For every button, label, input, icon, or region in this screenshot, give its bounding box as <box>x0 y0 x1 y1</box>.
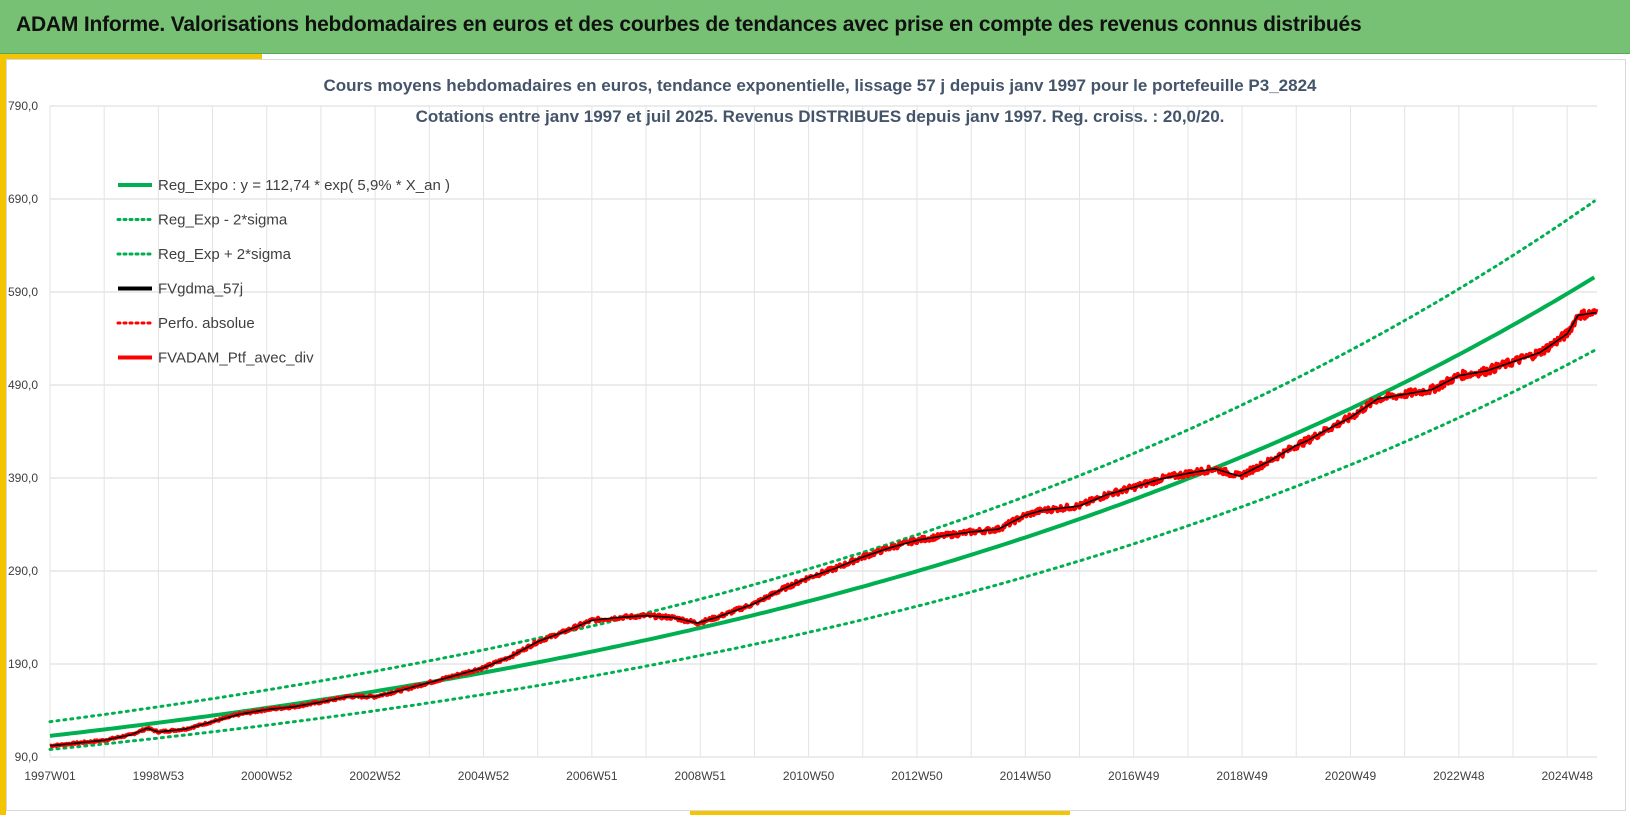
accent-bar-top <box>0 54 262 59</box>
series-smoothed-line <box>49 311 1597 747</box>
y-tick-label: 90,0 <box>15 750 39 764</box>
chart-title-line-2: Cotations entre janv 1997 et juil 2025. … <box>416 107 1225 126</box>
x-tick-label: 2002W52 <box>349 769 401 783</box>
y-tick-label: 290,0 <box>8 564 38 578</box>
legend-label: FVADAM_Ptf_avec_div <box>158 350 314 367</box>
legend-label: Reg_Exp - 2*sigma <box>158 212 288 229</box>
y-tick-label: 690,0 <box>8 192 38 206</box>
x-tick-label: 2016W49 <box>1108 769 1160 783</box>
series-regression-line <box>49 275 1596 738</box>
series-lower-band-line <box>48 349 1596 751</box>
x-tick-label: 2008W51 <box>675 769 727 783</box>
x-tick-label: 1998W53 <box>133 769 185 783</box>
y-tick-label: 390,0 <box>8 471 38 485</box>
x-axis-ticks: 1997W01 1998W53 2000W52 2002W52 2004W52 2006W… <box>24 769 1593 783</box>
x-tick-label: 2014W50 <box>1000 769 1052 783</box>
accent-bar-bottom <box>690 810 1070 815</box>
y-axis-ticks: 90,0 190,0 290,0 390,0 490,0 590,0 690,0 790,0 <box>8 99 38 764</box>
y-tick-label: 590,0 <box>8 285 38 299</box>
grid-lines <box>49 105 1597 758</box>
legend: Reg_Expo : y = 112,74 * exp( 5,9% * X_an… <box>116 177 450 367</box>
x-tick-label: 2006W51 <box>566 769 618 783</box>
series-layer <box>48 199 1599 751</box>
x-tick-label: 2010W50 <box>783 769 835 783</box>
header-banner: ADAM Informe. Valorisations hebdomadaire… <box>0 0 1630 54</box>
x-tick-label: 2022W48 <box>1433 769 1485 783</box>
x-tick-label: 2018W49 <box>1216 769 1268 783</box>
legend-label: Reg_Exp + 2*sigma <box>158 246 292 263</box>
legend-label: Perfo. absolue <box>158 315 255 332</box>
chart-area-border <box>6 59 1626 811</box>
x-tick-label: 2012W50 <box>891 769 943 783</box>
x-tick-label: 2020W49 <box>1325 769 1377 783</box>
x-tick-label: 2024W48 <box>1542 769 1594 783</box>
legend-label: FVgdma_57j <box>158 281 243 298</box>
legend-label: Reg_Expo : y = 112,74 * exp( 5,9% * X_an… <box>158 177 450 194</box>
x-tick-label: 2004W52 <box>458 769 510 783</box>
x-tick-label: 1997W01 <box>24 769 76 783</box>
chart-title-line-1: Cours moyens hebdomadaires en euros, ten… <box>324 76 1318 95</box>
x-tick-label: 2000W52 <box>241 769 293 783</box>
y-tick-label: 490,0 <box>8 378 38 392</box>
y-tick-label: 790,0 <box>8 99 38 113</box>
banner-title: ADAM Informe. Valorisations hebdomadaire… <box>16 13 1362 36</box>
series-upper-band-line <box>48 199 1596 724</box>
y-tick-label: 190,0 <box>8 657 38 671</box>
accent-bar-left <box>0 54 6 815</box>
series-price-line <box>49 308 1599 749</box>
